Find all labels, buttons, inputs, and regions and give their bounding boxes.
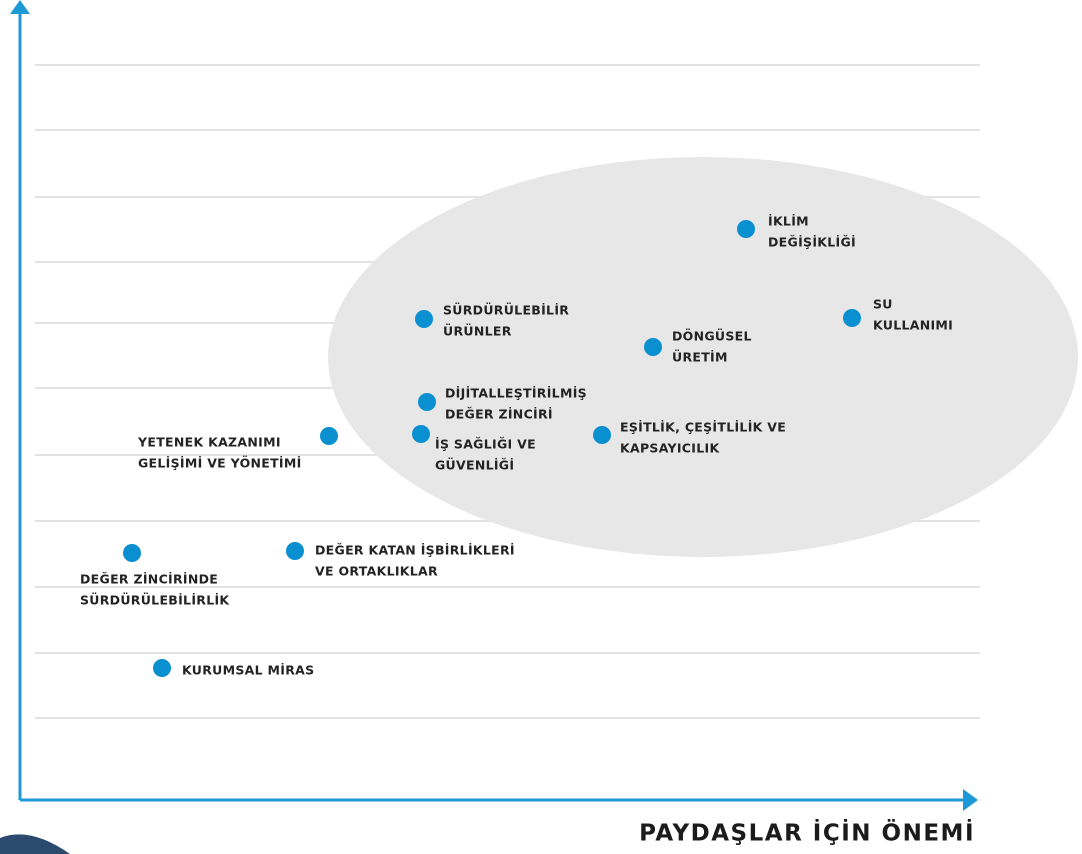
topic-dot — [286, 542, 304, 560]
topic: İKLİM DEĞİŞİKLİĞİ — [737, 214, 856, 250]
topic-label: SÜRDÜRÜLEBİLİR — [443, 303, 569, 318]
topic-label: VE ORTAKLIKLAR — [315, 564, 438, 579]
topic-label: YETENEK KAZANIMI — [137, 435, 281, 450]
x-axis-label: PAYDAŞLAR İÇİN ÖNEMİ — [639, 819, 975, 847]
topic-label: İŞ SAĞLIĞI VE — [435, 437, 536, 452]
topic-dot — [415, 310, 433, 328]
topic-label: DÖNGÜSEL — [672, 329, 752, 344]
topic-label: KURUMSAL MİRAS — [182, 663, 314, 678]
topic-dot — [644, 338, 662, 356]
topic: EŞİTLİK, ÇEŞİTLİLİK VE KAPSAYICILIK — [593, 420, 786, 456]
topic-dot — [737, 220, 755, 238]
y-axis-arrow — [10, 0, 30, 14]
topic: DÖNGÜSEL ÜRETİM — [644, 329, 752, 365]
topic-label: ÜRÜNLER — [443, 324, 512, 339]
topic-dot — [320, 427, 338, 445]
topic-label: ÜRETİM — [672, 350, 728, 365]
topic: İŞ SAĞLIĞI VE GÜVENLİĞİ — [412, 425, 536, 473]
focus-ellipse — [328, 157, 1078, 557]
nodes: İKLİM DEĞİŞİKLİĞİ SU KULLANIMI SÜRDÜRÜLEBİLİ… — [80, 214, 953, 678]
topic-dot — [412, 425, 430, 443]
topic: YETENEK KAZANIMI GELİŞİMİ VE YÖNETİMİ — [137, 427, 338, 471]
topic-label: DEĞER ZİNCİRİ — [445, 407, 553, 422]
x-axis-arrow — [963, 789, 978, 811]
topic-label: EŞİTLİK, ÇEŞİTLİLİK VE — [620, 420, 786, 435]
topic: DEĞER ZİNCİRİNDE SÜRDÜRÜLEBİLİRLİK — [80, 544, 230, 608]
topic: SU KULLANIMI — [843, 297, 953, 333]
topic-label: GÜVENLİĞİ — [435, 458, 514, 473]
corner-shape — [0, 834, 70, 854]
topic-dot — [123, 544, 141, 562]
topic-label: DEĞİŞİKLİĞİ — [768, 235, 856, 250]
topic-label: DİJİTALLEŞTİRİLMİŞ — [445, 386, 587, 401]
topic: KURUMSAL MİRAS — [153, 659, 314, 678]
topic-label: KULLANIMI — [873, 318, 953, 333]
topic: DEĞER KATAN İŞBİRLİKLERİ VE ORTAKLIKLAR — [286, 542, 515, 579]
topic: SÜRDÜRÜLEBİLİR ÜRÜNLER — [415, 303, 569, 339]
topic-dot — [593, 426, 611, 444]
topic: DİJİTALLEŞTİRİLMİŞ DEĞER ZİNCİRİ — [418, 386, 587, 422]
topic-label: GELİŞİMİ VE YÖNETİMİ — [138, 456, 302, 471]
topic-label: SU — [873, 297, 893, 312]
topic-dot — [153, 659, 171, 677]
topic-label: KAPSAYICILIK — [620, 441, 720, 456]
topic-label: İKLİM — [768, 214, 809, 229]
topic-dot — [418, 393, 436, 411]
topic-label: SÜRDÜRÜLEBİLİRLİK — [80, 593, 230, 608]
topic-dot — [843, 309, 861, 327]
topic-label: DEĞER KATAN İŞBİRLİKLERİ — [315, 543, 515, 558]
topic-label: DEĞER ZİNCİRİNDE — [80, 572, 218, 587]
